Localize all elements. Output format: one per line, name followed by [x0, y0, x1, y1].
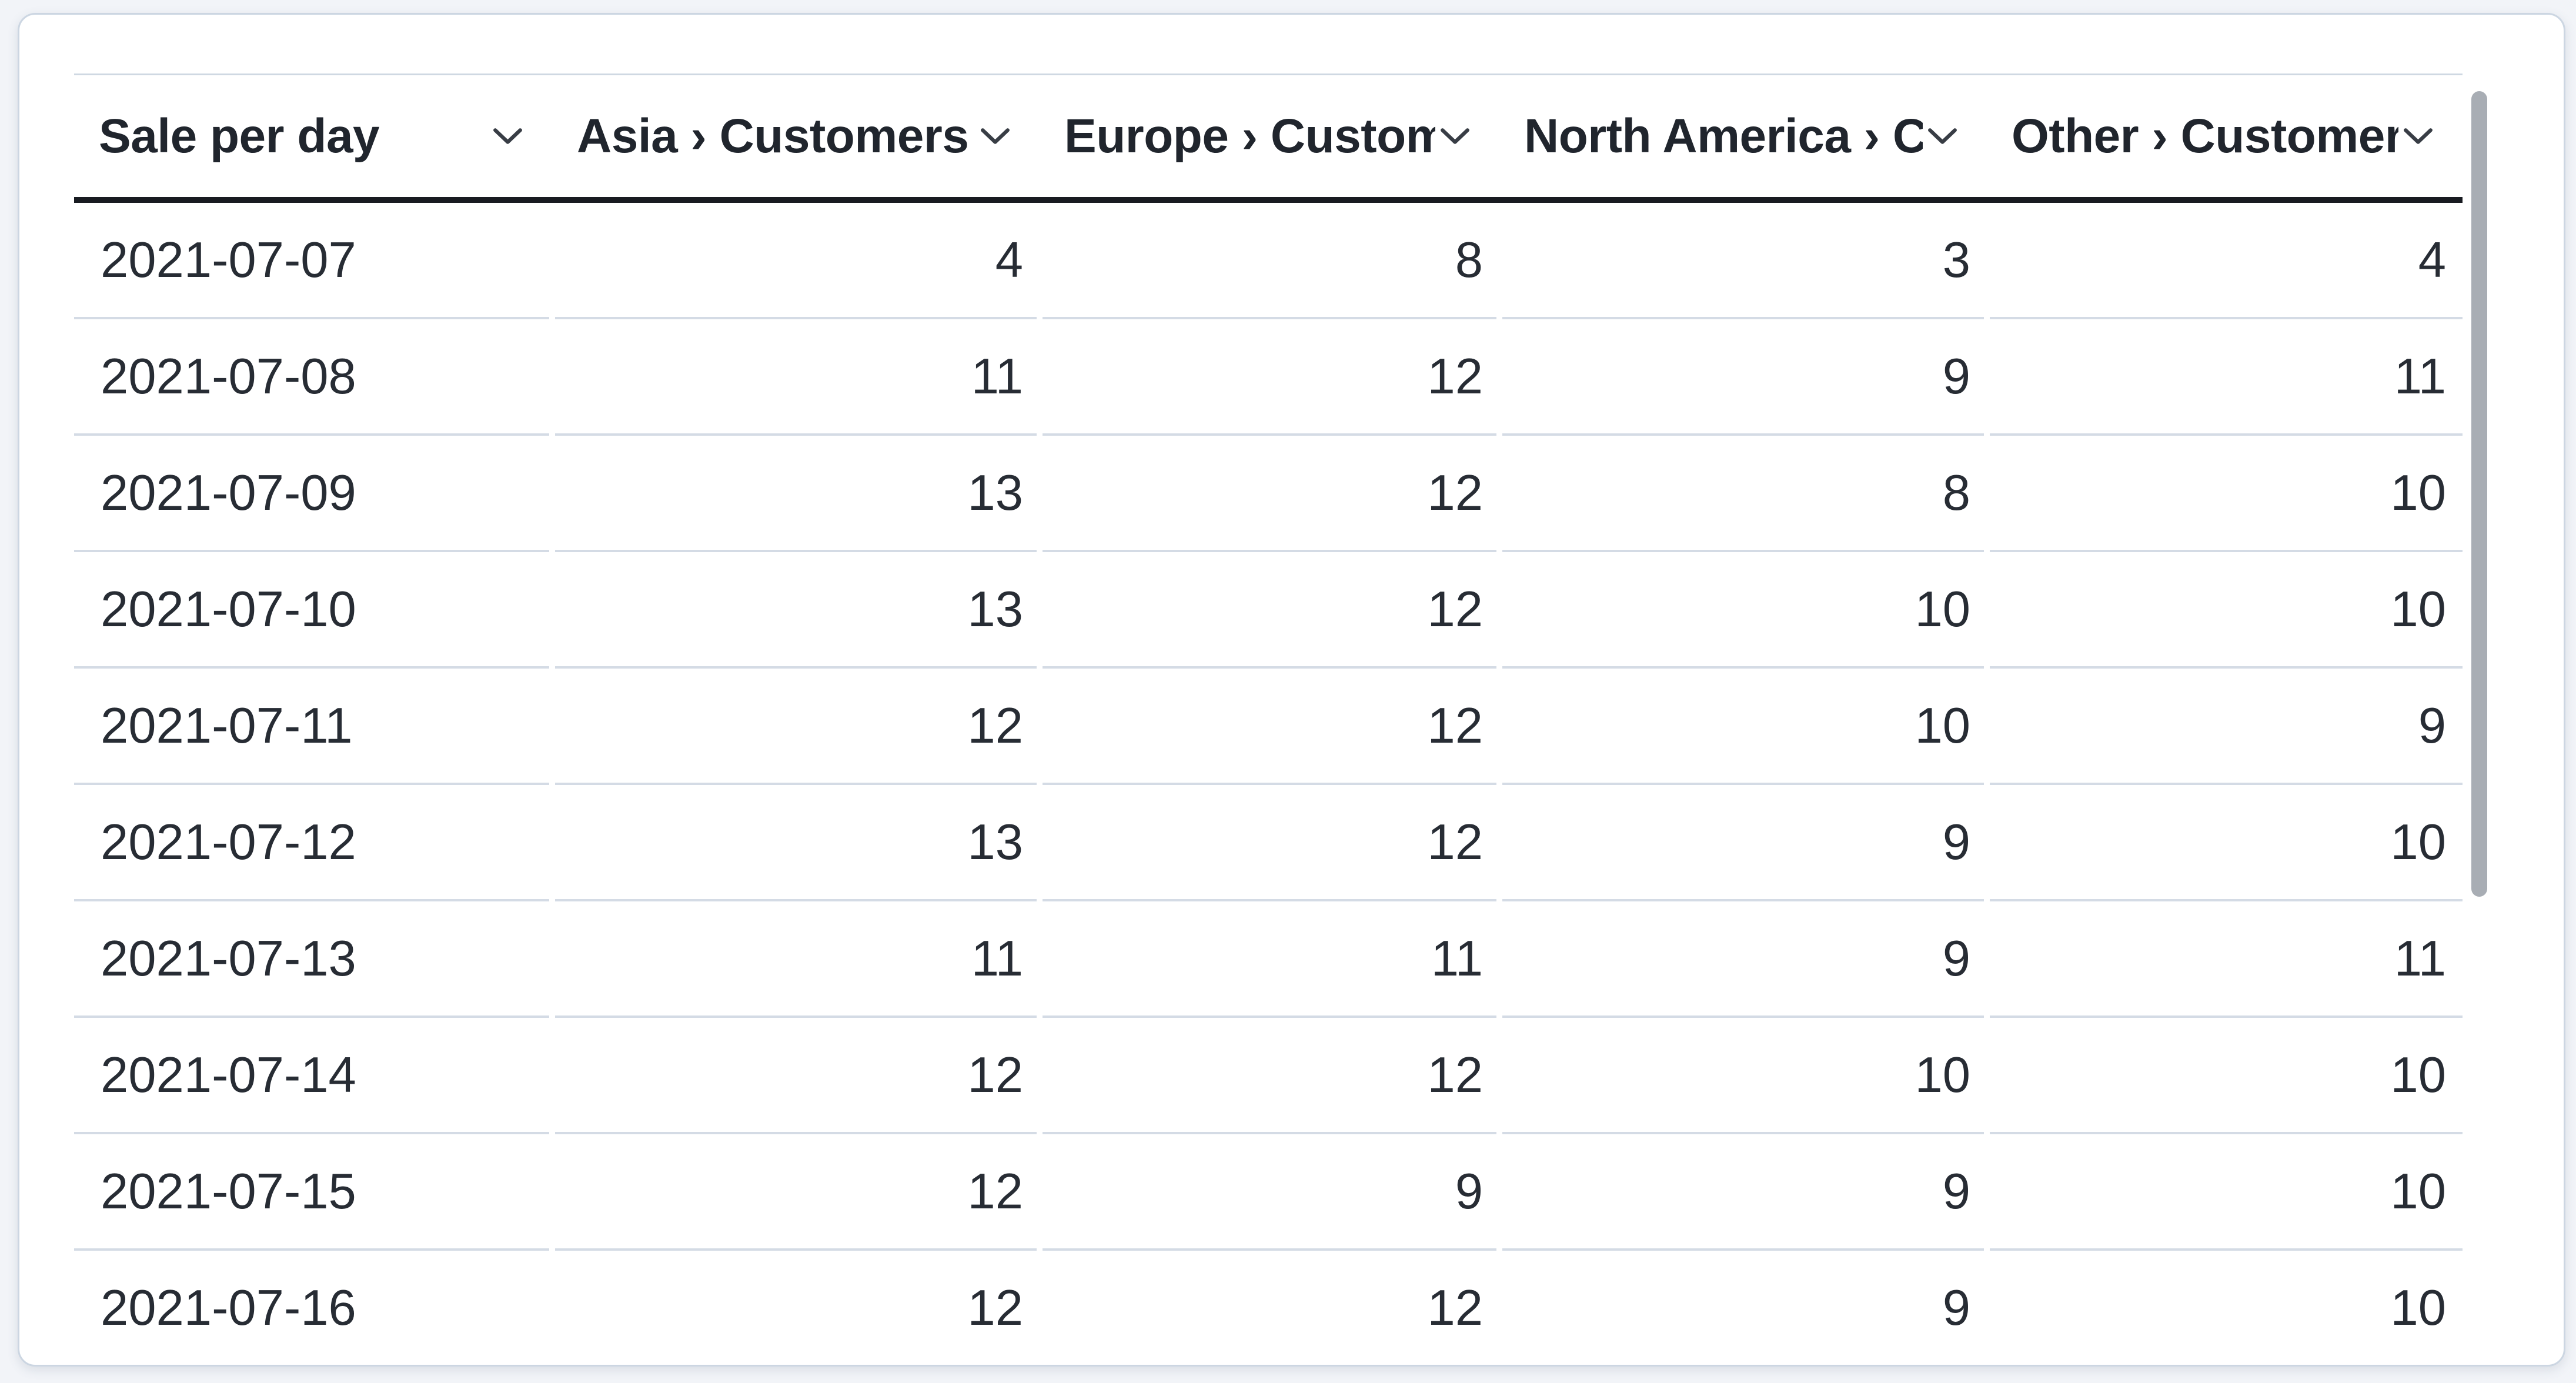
value-cell[interactable]: 10 — [1987, 436, 2463, 552]
value-cell[interactable]: 3 — [1499, 203, 1987, 319]
value-cell[interactable]: 13 — [552, 436, 1040, 552]
value-cell[interactable]: 10 — [1987, 552, 2463, 669]
value-cell[interactable]: 11 — [1040, 901, 1499, 1018]
value-cell[interactable]: 12 — [1040, 436, 1499, 552]
table-row: 2021-07-15 12 9 9 10 — [74, 1134, 2463, 1251]
table-row: 2021-07-09 13 12 8 10 — [74, 436, 2463, 552]
table-row: 2021-07-12 13 12 9 10 — [74, 785, 2463, 901]
value-cell[interactable]: 9 — [1499, 1251, 1987, 1365]
value-cell[interactable]: 12 — [1040, 319, 1499, 436]
column-header-label: Asia › Customers — [577, 109, 969, 163]
table-row: 2021-07-11 12 12 10 9 — [74, 669, 2463, 785]
value-cell[interactable]: 12 — [1040, 552, 1499, 669]
table-header-row: Sale per day Asia › Customers Europe › C… — [74, 75, 2463, 203]
chevron-down-icon[interactable] — [980, 128, 1010, 145]
value-cell[interactable]: 10 — [1499, 1018, 1987, 1134]
value-cell[interactable]: 8 — [1040, 203, 1499, 319]
value-cell[interactable]: 9 — [1987, 669, 2463, 785]
date-cell[interactable]: 2021-07-09 — [74, 436, 552, 552]
table-card: Sale per day Asia › Customers Europe › C… — [18, 13, 2565, 1367]
date-cell[interactable]: 2021-07-15 — [74, 1134, 552, 1251]
value-cell[interactable]: 9 — [1040, 1134, 1499, 1251]
date-cell[interactable]: 2021-07-07 — [74, 203, 552, 319]
date-cell[interactable]: 2021-07-11 — [74, 669, 552, 785]
column-header-label: Europe › Customers — [1064, 109, 1435, 163]
date-cell[interactable]: 2021-07-14 — [74, 1018, 552, 1134]
column-header-europe-customers[interactable]: Europe › Customers — [1040, 75, 1499, 197]
table-body: 2021-07-07 4 8 3 4 2021-07-08 11 12 9 11 2021-07-0… — [74, 203, 2463, 1365]
value-cell[interactable]: 11 — [1987, 319, 2463, 436]
date-cell[interactable]: 2021-07-13 — [74, 901, 552, 1018]
table-row: 2021-07-14 12 12 10 10 — [74, 1018, 2463, 1134]
value-cell[interactable]: 10 — [1987, 1251, 2463, 1365]
value-cell[interactable]: 12 — [1040, 1018, 1499, 1134]
value-cell[interactable]: 10 — [1499, 669, 1987, 785]
value-cell[interactable]: 9 — [1499, 901, 1987, 1018]
vertical-scrollbar-thumb[interactable] — [2471, 91, 2487, 897]
column-header-sale-per-day[interactable]: Sale per day — [74, 75, 552, 197]
value-cell[interactable]: 4 — [1987, 203, 2463, 319]
table-row: 2021-07-16 12 12 9 10 — [74, 1251, 2463, 1365]
value-cell[interactable]: 12 — [552, 669, 1040, 785]
value-cell[interactable]: 12 — [552, 1018, 1040, 1134]
date-cell[interactable]: 2021-07-12 — [74, 785, 552, 901]
value-cell[interactable]: 13 — [552, 552, 1040, 669]
table-row: 2021-07-10 13 12 10 10 — [74, 552, 2463, 669]
chevron-down-icon[interactable] — [493, 128, 523, 145]
value-cell[interactable]: 11 — [552, 319, 1040, 436]
data-table: Sale per day Asia › Customers Europe › C… — [74, 74, 2463, 1365]
chevron-down-icon[interactable] — [1927, 128, 1957, 145]
value-cell[interactable]: 4 — [552, 203, 1040, 319]
column-header-label: Other › Customers — [2012, 109, 2398, 163]
chevron-down-icon[interactable] — [1440, 128, 1470, 145]
value-cell[interactable]: 13 — [552, 785, 1040, 901]
value-cell[interactable]: 10 — [1499, 552, 1987, 669]
column-header-north-america-customers[interactable]: North America › Customers — [1499, 75, 1987, 197]
table-top-rule — [74, 74, 2463, 75]
date-cell[interactable]: 2021-07-08 — [74, 319, 552, 436]
chevron-down-icon[interactable] — [2403, 128, 2433, 145]
value-cell[interactable]: 11 — [1987, 901, 2463, 1018]
value-cell[interactable]: 10 — [1987, 1134, 2463, 1251]
column-header-label: North America › Customers — [1524, 109, 1923, 163]
value-cell[interactable]: 12 — [552, 1134, 1040, 1251]
value-cell[interactable]: 12 — [1040, 785, 1499, 901]
value-cell[interactable]: 12 — [1040, 1251, 1499, 1365]
value-cell[interactable]: 12 — [552, 1251, 1040, 1365]
date-cell[interactable]: 2021-07-10 — [74, 552, 552, 669]
column-header-asia-customers[interactable]: Asia › Customers — [552, 75, 1040, 197]
table-row: 2021-07-07 4 8 3 4 — [74, 203, 2463, 319]
value-cell[interactable]: 9 — [1499, 785, 1987, 901]
table-row: 2021-07-13 11 11 9 11 — [74, 901, 2463, 1018]
value-cell[interactable]: 10 — [1987, 1018, 2463, 1134]
table-row: 2021-07-08 11 12 9 11 — [74, 319, 2463, 436]
value-cell[interactable]: 11 — [552, 901, 1040, 1018]
value-cell[interactable]: 9 — [1499, 319, 1987, 436]
value-cell[interactable]: 12 — [1040, 669, 1499, 785]
column-header-label: Sale per day — [99, 109, 380, 163]
value-cell[interactable]: 10 — [1987, 785, 2463, 901]
date-cell[interactable]: 2021-07-16 — [74, 1251, 552, 1365]
column-header-other-customers[interactable]: Other › Customers — [1987, 75, 2463, 197]
value-cell[interactable]: 8 — [1499, 436, 1987, 552]
value-cell[interactable]: 9 — [1499, 1134, 1987, 1251]
